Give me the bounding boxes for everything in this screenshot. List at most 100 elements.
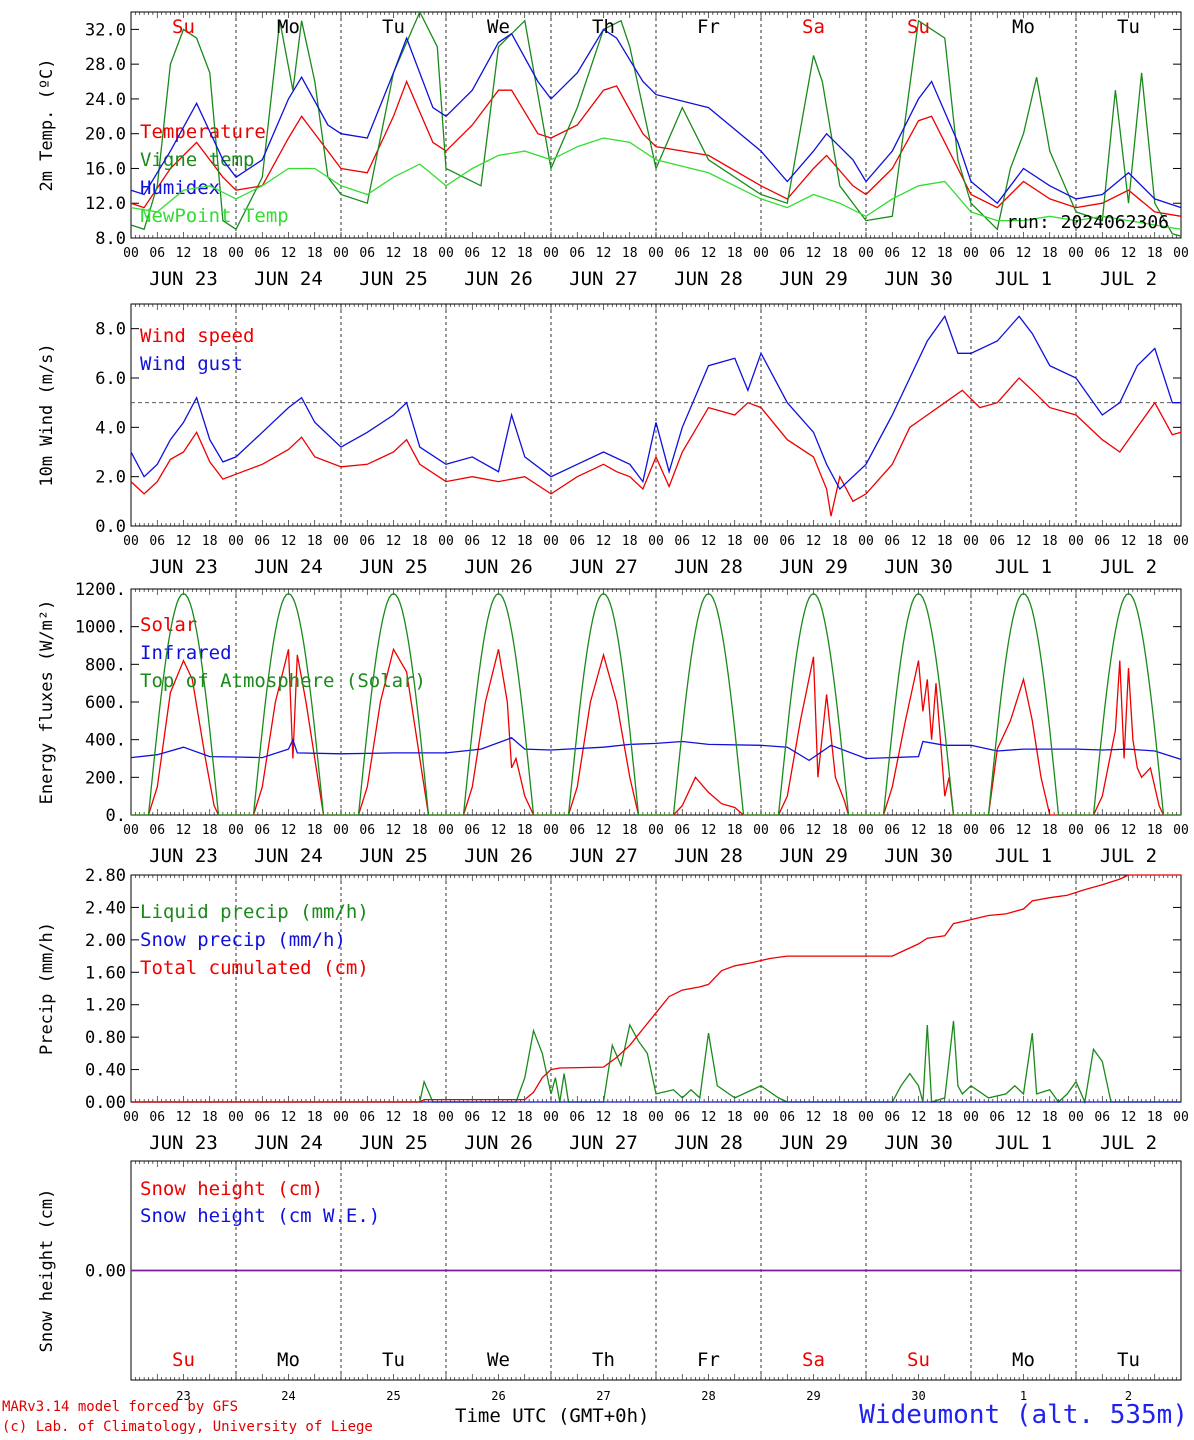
hour-label: 06 [149,534,165,549]
hour-label: 12 [701,1110,717,1125]
hour-label: 06 [989,246,1005,261]
hour-label: 06 [254,1110,270,1125]
legend-entry: Humidex [140,177,220,199]
hour-label: 06 [359,246,375,261]
date-label: JUN 29 [779,268,848,290]
hour-label: 18 [517,534,533,549]
hour-label: 00 [333,246,349,261]
hour-label: 18 [202,823,218,838]
hour-label: 06 [254,246,270,261]
weekday-label: Tu [1117,1349,1140,1371]
hour-label: 12 [176,1110,192,1125]
legend-entry: Wind gust [140,353,243,375]
hour-label: 06 [1094,246,1110,261]
date-label: JUL 1 [995,556,1052,578]
panel-2: 0.0 2.0 4.0 6.0 8.0 10m Wind (m/s) Wind speed W… [37,303,1189,578]
hour-label: 00 [228,246,244,261]
hour-label: 12 [806,534,822,549]
hour-label: 18 [202,1110,218,1125]
hour-label: 12 [386,534,402,549]
hour-label: 00 [1068,823,1084,838]
hour-label: 12 [281,1110,297,1125]
date-label: JUN 23 [149,556,218,578]
y-tick-label: 1000. [75,618,126,638]
weekday-label: Fr [697,16,720,38]
weekday-label: Mo [1012,16,1035,38]
hour-label: 18 [727,823,743,838]
hour-label: 18 [1042,1110,1058,1125]
hour-label: 06 [149,823,165,838]
day-number-label: 24 [281,1389,295,1403]
temperature-line [130,79,1182,217]
date-label: JUN 27 [569,268,638,290]
y-tick-label: 0. [106,806,126,826]
y-tick-label: 12.0 [85,194,126,214]
hour-label: 00 [648,1110,664,1125]
y-tick-label: 6.0 [95,369,126,389]
hour-label: 00 [333,1110,349,1125]
credit-line-2: (c) Lab. of Climatology, University of L… [2,1419,373,1435]
hour-label: 00 [333,534,349,549]
hour-label: 06 [569,823,585,838]
hour-label: 00 [123,246,139,261]
weekday-label: Mo [277,1349,300,1371]
y-axis-label: 2m Temp. (ºC) [37,58,57,191]
date-label: JUN 25 [359,268,428,290]
day-number-label: 2 [1125,1389,1132,1403]
hour-label: 00 [333,823,349,838]
y-tick-label: 800. [85,655,126,675]
y-tick-label: 32.0 [85,20,126,40]
weekday-label: Su [907,16,930,38]
hour-label: 06 [884,1110,900,1125]
weekday-label: Su [172,1349,195,1371]
y-tick-label: 8.0 [95,320,126,340]
hour-label: 00 [1173,1110,1189,1125]
date-label: JUN 24 [254,268,323,290]
day-number-label: 26 [491,1389,505,1403]
hour-label: 18 [1147,534,1163,549]
hour-label: 18 [412,1110,428,1125]
date-label: JUN 26 [464,268,533,290]
date-label: JUN 26 [464,1132,533,1154]
hour-label: 06 [674,1110,690,1125]
hour-label: 06 [569,534,585,549]
credit-line-1: MARv3.14 model forced by GFS [2,1399,239,1415]
wind-gust-line [130,314,1181,491]
hour-label: 06 [464,823,480,838]
hour-label: 00 [543,246,559,261]
weekday-label: Fr [697,1349,720,1371]
date-label: JUN 28 [674,1132,743,1154]
hour-label: 06 [464,1110,480,1125]
weekday-label: Th [592,1349,615,1371]
hour-label: 18 [517,246,533,261]
date-label: JUN 30 [884,1132,953,1154]
hour-label: 12 [806,1110,822,1125]
hour-label: 12 [1016,1110,1032,1125]
hour-label: 00 [543,534,559,549]
hour-label: 18 [832,534,848,549]
date-label: JUN 29 [779,845,848,867]
y-tick-label: 2.40 [85,898,126,918]
y-tick-label: 8.0 [95,229,126,249]
y-axis-label: 10m Wind (m/s) [37,343,57,486]
date-label: JUN 30 [884,845,953,867]
y-tick-label: 28.0 [85,55,126,75]
hour-label: 12 [911,823,927,838]
day-number-label: 29 [806,1389,820,1403]
hour-label: 18 [937,246,953,261]
hour-label: 18 [307,534,323,549]
hour-label: 18 [412,534,428,549]
hour-label: 00 [1173,534,1189,549]
hour-label: 00 [1173,246,1189,261]
hour-label: 18 [1042,534,1058,549]
hour-label: 12 [1121,1110,1137,1125]
y-tick-label: 0.40 [85,1061,126,1081]
y-axis-label: Energy fluxes (W/m²) [37,600,57,805]
hour-label: 18 [517,1110,533,1125]
legend-entry: NewPoint Temp [140,205,289,227]
hour-label: 00 [963,823,979,838]
hour-label: 06 [359,534,375,549]
date-label: JUL 2 [1100,556,1157,578]
date-label: JUN 25 [359,1132,428,1154]
